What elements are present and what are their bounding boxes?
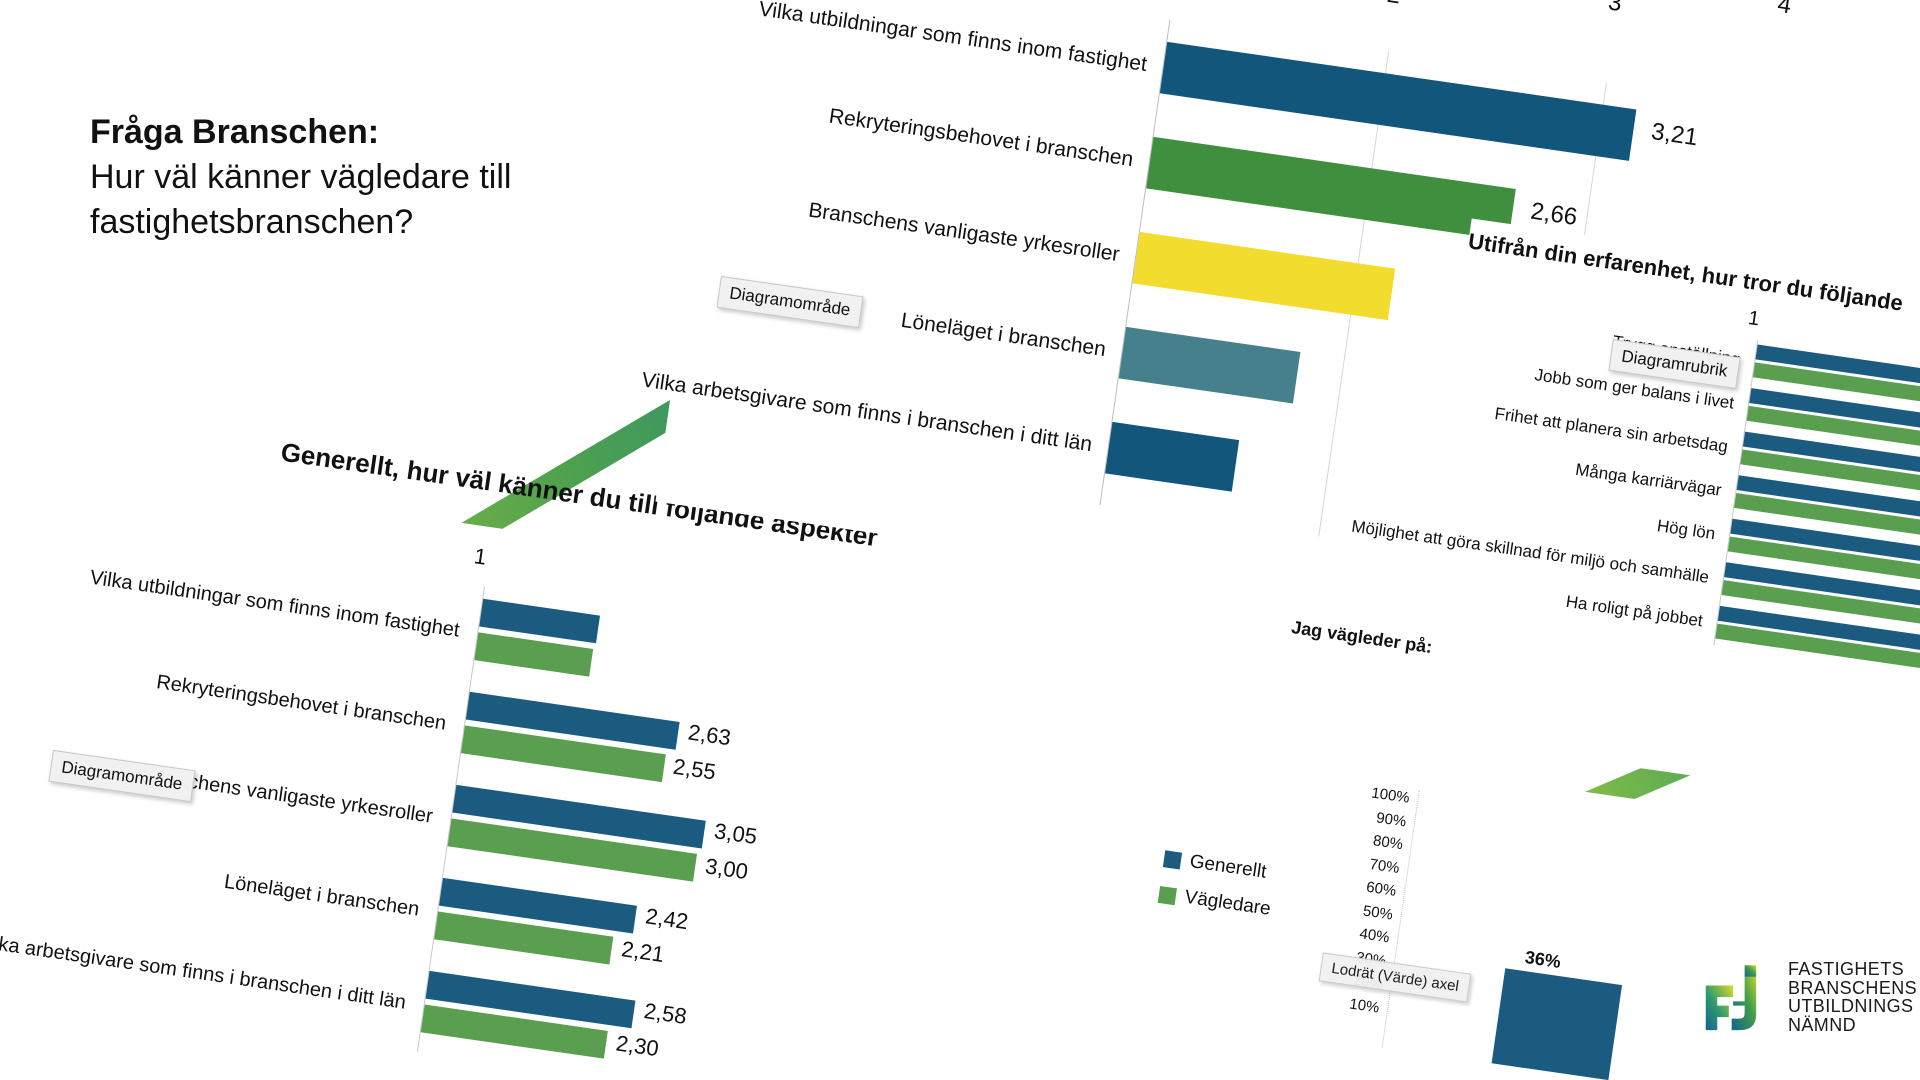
- legend-label-1: Vägledare: [1183, 886, 1273, 920]
- legend-label-0: Generellt: [1188, 851, 1268, 883]
- fbu-logo: Fastighets Branschens Utbildnings Nämnd: [1700, 960, 1917, 1035]
- chart-c[interactable]: Utifrån din erfarenhet, hur tror du följ…: [1290, 218, 1920, 862]
- chart-d-column-0[interactable]: [1491, 968, 1623, 1080]
- title-line-2: Hur väl känner vägledare till: [90, 157, 512, 196]
- chart-a-value-1-green: 2,55: [671, 753, 718, 785]
- fbu-logo-text: Fastighets Branschens Utbildnings Nämnd: [1788, 960, 1917, 1035]
- title-line-3: fastighetsbranschen?: [90, 202, 414, 241]
- chart-b-category-labels: Vilka utbildningar som finns inom fastig…: [636, 0, 1170, 495]
- chart-d-value-0: 36%: [1523, 947, 1563, 972]
- chart-b-tick-4: 4: [1775, 0, 1794, 20]
- chart-b-tick-3: 3: [1606, 0, 1624, 18]
- chart-legend: Generellt Vägledare: [1155, 847, 1277, 934]
- logo-line-2: Branschens: [1788, 977, 1918, 998]
- chart-b-value-0: 3,21: [1649, 117, 1700, 152]
- chart-a-value-4-blue: 2,58: [642, 998, 689, 1029]
- chart-a-value-2-green: 3,00: [703, 853, 750, 885]
- chart-a-plot-area[interactable]: 2,63 2,55 3,05 3,00 2,42 2,21 2,58 2,30: [416, 586, 901, 1080]
- chart-b-tick-2: 2: [1385, 0, 1402, 10]
- chart-a-value-3-green: 2,21: [619, 936, 666, 968]
- legend-item-0[interactable]: Generellt: [1162, 847, 1278, 885]
- chart-a-value-1-blue: 2,63: [686, 719, 733, 751]
- chart-c-category-labels: Trygg anställning Jobb som ger balans i …: [1159, 261, 1757, 646]
- page-title: Fråga Branschen: Hur väl känner vägledar…: [90, 110, 730, 245]
- logo-line-4: Nämnd: [1788, 1015, 1856, 1036]
- chart-a-tick-1: 1: [472, 543, 489, 570]
- legend-item-1[interactable]: Vägledare: [1157, 883, 1272, 921]
- chart-a-value-3-blue: 2,42: [643, 903, 690, 935]
- chart-b-tick-1: 1: [1164, 0, 1181, 3]
- chart-d-plot-area[interactable]: 36%: [1381, 790, 1920, 1080]
- logo-line-3: Utbildnings: [1788, 996, 1914, 1017]
- legend-swatch-blue-icon: [1162, 849, 1183, 870]
- chart-a-value-4-green: 2,30: [614, 1030, 661, 1062]
- fbu-logo-mark-icon: [1705, 965, 1757, 1031]
- chart-c-footer-label: Jag vägleder på:: [1290, 617, 1434, 658]
- chart-b-value-1: 2,66: [1528, 197, 1580, 231]
- logo-line-1: Fastighets: [1788, 959, 1905, 979]
- legend-swatch-green-icon: [1157, 885, 1178, 905]
- title-line-1: Fråga Branschen:: [90, 113, 380, 151]
- chart-a-value-2-blue: 3,05: [712, 818, 759, 850]
- chart-c-tick-1: 1: [1746, 307, 1761, 331]
